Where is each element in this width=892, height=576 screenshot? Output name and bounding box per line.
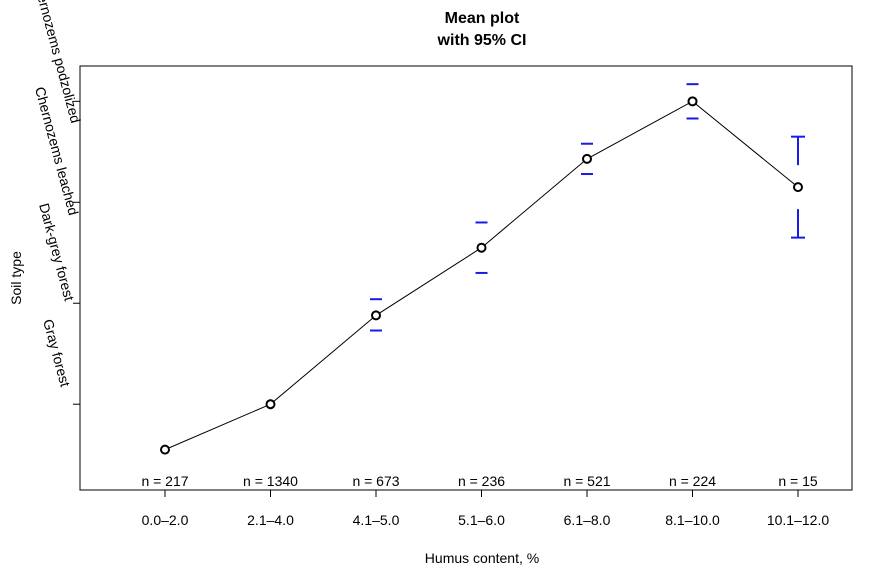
mean-point — [687, 96, 698, 107]
x-tick-label: 2.1–4.0 — [247, 512, 294, 528]
x-tick-label: 4.1–5.0 — [353, 512, 400, 528]
x-tick-label: 10.1–12.0 — [767, 512, 829, 528]
x-tick-label: 0.0–2.0 — [142, 512, 189, 528]
n-count-label: n = 673 — [352, 473, 399, 489]
mean-line — [164, 100, 799, 451]
mean-point — [793, 182, 803, 193]
mean-point — [160, 444, 170, 455]
n-count-label: n = 236 — [458, 473, 505, 489]
n-count-label: n = 15 — [778, 473, 818, 489]
y-tick-label: Dark-grey forest — [36, 201, 77, 302]
chart-marks: 0.0–2.0 2.1–4.0 4.1–5.0 5.1–6.0 6.1–8.0 8.1–1… — [30, 0, 830, 528]
mean-point — [265, 399, 276, 410]
y-axis-label: Soil type — [8, 251, 24, 305]
n-count-label: n = 521 — [563, 473, 610, 489]
x-tick-label: 8.1–10.0 — [665, 512, 720, 528]
chart-title-line-1: Mean plot — [445, 10, 520, 27]
mean-point — [476, 242, 487, 253]
n-count-label: n = 1340 — [243, 473, 298, 489]
mean-point — [582, 153, 592, 164]
chart-title-line-2: with 95% CI — [437, 32, 527, 49]
plot-frame — [79, 65, 853, 491]
x-axis-label: Humus content, % — [425, 550, 539, 566]
y-tick-label: Gray forest — [40, 317, 73, 388]
x-tick-label: 6.1–8.0 — [564, 512, 611, 528]
n-count-label: n = 224 — [669, 473, 716, 489]
x-tick-label: 5.1–6.0 — [458, 512, 505, 528]
mean-point — [371, 310, 381, 321]
n-count-label: n = 217 — [141, 473, 188, 489]
